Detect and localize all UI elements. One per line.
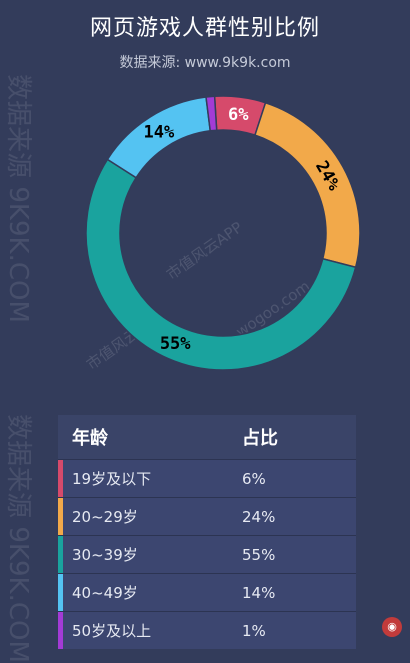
slice-2 xyxy=(85,158,357,371)
table-row: 20~29岁 24% xyxy=(58,497,356,535)
table-row: 40~49岁 14% xyxy=(58,573,356,611)
table-header: 年龄 占比 xyxy=(58,415,356,459)
chart-subtitle: 数据来源: www.9k9k.com xyxy=(119,55,291,71)
row-age: 20~29岁 xyxy=(72,508,138,526)
row-age: 50岁及以上 xyxy=(72,622,152,640)
header-share: 占比 xyxy=(242,428,278,449)
row-share: 55% xyxy=(242,545,276,564)
chart-title: 网页游戏人群性别比例 xyxy=(89,16,320,41)
donut-chart: 6%24%55%14% xyxy=(85,95,361,371)
row-share: 1% xyxy=(242,621,266,640)
slice-4 xyxy=(205,95,218,132)
row-share: 6% xyxy=(242,469,266,488)
table-row: 50岁及以上 1% xyxy=(58,611,356,649)
row-swatch xyxy=(58,536,63,573)
corner-stamp-icon: ◉ xyxy=(382,617,402,637)
slice-label-3: 14% xyxy=(143,123,174,143)
data-table: 年龄 占比 19岁及以下 6% 20~29岁 24% 30~39岁 55% 40… xyxy=(58,415,356,649)
row-age: 30~39岁 xyxy=(72,546,138,564)
row-share: 14% xyxy=(242,583,276,602)
header-age: 年龄 xyxy=(72,428,108,449)
row-swatch xyxy=(58,574,63,611)
row-age: 19岁及以下 xyxy=(72,470,152,488)
row-age: 40~49岁 xyxy=(72,584,138,602)
watermark-vertical-2: 数据来源 9K9K.COM xyxy=(2,414,33,663)
row-swatch xyxy=(58,612,63,649)
table-row: 30~39岁 55% xyxy=(58,535,356,573)
row-swatch xyxy=(58,460,63,497)
slice-label-2: 55% xyxy=(160,334,191,354)
row-share: 24% xyxy=(242,507,276,526)
row-swatch xyxy=(58,498,63,535)
slice-label-0: 6% xyxy=(228,105,249,125)
slice-1 xyxy=(254,101,361,269)
table-row: 19岁及以下 6% xyxy=(58,459,356,497)
